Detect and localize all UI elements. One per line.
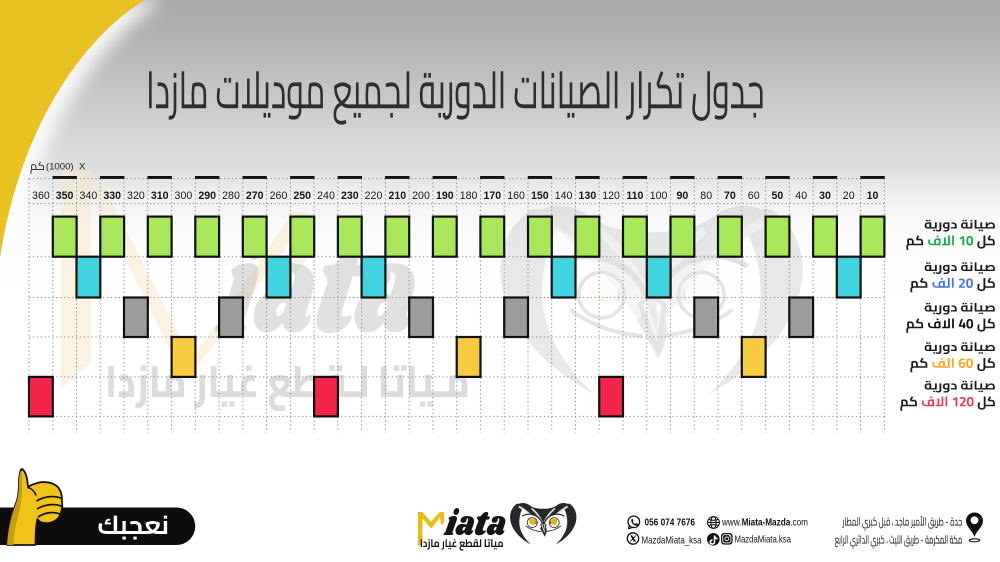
svg-text:210: 210: [388, 190, 406, 202]
svg-text:230: 230: [341, 190, 359, 202]
svg-text:290: 290: [198, 190, 216, 202]
svg-text:056 074 7676: 056 074 7676: [645, 517, 696, 529]
svg-text:310: 310: [151, 190, 169, 202]
svg-text:110: 110: [626, 190, 643, 202]
svg-text:100: 100: [650, 190, 668, 202]
svg-text:20: 20: [843, 190, 855, 202]
svg-text:50: 50: [772, 190, 784, 202]
svg-text:MazdaMiata.ksa: MazdaMiata.ksa: [735, 534, 792, 546]
svg-text:170: 170: [483, 190, 501, 202]
svg-text:200: 200: [412, 190, 430, 202]
svg-text:MazdaMiata_ksa: MazdaMiata_ksa: [642, 535, 702, 547]
svg-text:150: 150: [531, 190, 549, 202]
svg-text:130: 130: [579, 190, 597, 202]
svg-text:140: 140: [555, 190, 573, 202]
svg-text:90: 90: [677, 190, 689, 202]
svg-text:350: 350: [56, 190, 74, 202]
svg-text:220: 220: [365, 190, 383, 202]
svg-text:250: 250: [293, 190, 311, 202]
svg-text:(1000) X: (1000) X: [46, 162, 86, 173]
svg-text:240: 240: [317, 190, 335, 202]
svg-text:160: 160: [507, 190, 525, 202]
svg-text:www.Miata-Mazda.com: www.Miata-Mazda.com: [721, 518, 808, 529]
svg-text:180: 180: [460, 190, 478, 202]
svg-text:30: 30: [819, 190, 831, 202]
svg-text:300: 300: [175, 190, 193, 202]
svg-text:360: 360: [32, 190, 50, 202]
svg-text:120: 120: [602, 190, 620, 202]
svg-text:340: 340: [80, 190, 98, 202]
svg-text:10: 10: [867, 190, 879, 202]
svg-text:270: 270: [246, 190, 264, 202]
svg-text:280: 280: [222, 190, 240, 202]
svg-text:60: 60: [748, 190, 760, 202]
svg-text:190: 190: [436, 190, 454, 202]
svg-text:80: 80: [700, 190, 712, 202]
svg-text:260: 260: [270, 190, 288, 202]
svg-text:70: 70: [724, 190, 736, 202]
svg-text:40: 40: [795, 190, 807, 202]
svg-text:320: 320: [127, 190, 145, 202]
svg-text:330: 330: [103, 190, 121, 202]
